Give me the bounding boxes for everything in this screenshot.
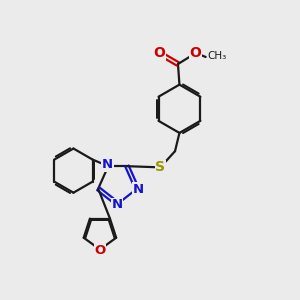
Text: O: O [154, 46, 165, 60]
Text: O: O [189, 46, 201, 60]
Text: O: O [94, 244, 106, 257]
Text: N: N [102, 158, 113, 171]
Text: CH₃: CH₃ [207, 51, 226, 61]
Text: N: N [132, 183, 143, 196]
Text: S: S [155, 160, 165, 174]
Text: N: N [112, 198, 123, 211]
